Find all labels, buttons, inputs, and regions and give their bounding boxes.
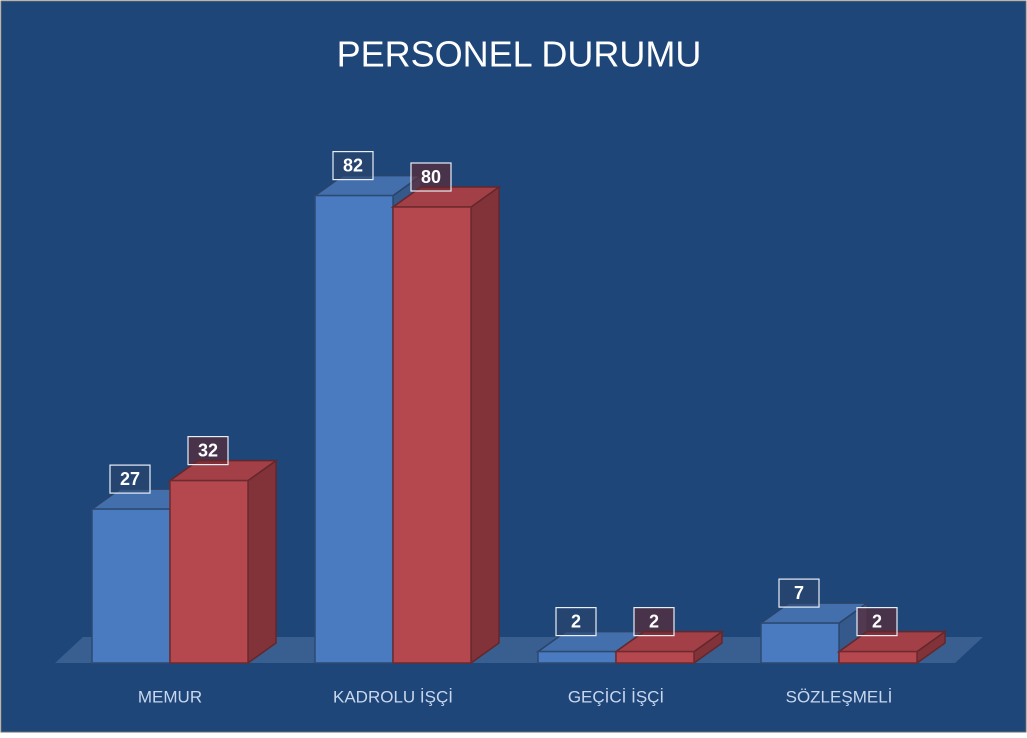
data-label-box bbox=[555, 606, 597, 637]
bar-side bbox=[470, 185, 500, 665]
bar bbox=[760, 622, 840, 664]
bar bbox=[314, 194, 394, 664]
data-label: 80 bbox=[421, 167, 441, 187]
data-label: 82 bbox=[343, 155, 363, 175]
bar bbox=[169, 479, 249, 664]
bar bbox=[838, 650, 918, 664]
x-tick-label: GEÇİCİ İŞÇİ bbox=[568, 687, 664, 706]
data-label-box bbox=[109, 464, 151, 494]
data-label: 2 bbox=[571, 611, 581, 631]
bar bbox=[91, 508, 171, 664]
data-label: 27 bbox=[120, 469, 140, 489]
bar bbox=[392, 206, 472, 664]
data-label: 2 bbox=[872, 611, 882, 631]
chart-title: PERSONEL DURUMU bbox=[337, 34, 702, 75]
data-label-box bbox=[856, 606, 898, 637]
data-label: 7 bbox=[794, 583, 804, 603]
bar bbox=[537, 650, 617, 664]
data-label-box bbox=[410, 162, 452, 192]
floor bbox=[55, 637, 983, 663]
x-tick-label: SÖZLEŞMELİ bbox=[786, 687, 893, 706]
data-label: 32 bbox=[198, 440, 218, 460]
data-label: 2 bbox=[649, 611, 659, 631]
data-label-box bbox=[187, 436, 229, 466]
bar-side bbox=[247, 459, 277, 665]
bar bbox=[615, 650, 695, 664]
data-label-box bbox=[633, 606, 675, 637]
x-tick-label: MEMUR bbox=[138, 687, 202, 706]
x-tick-label: KADROLU İŞÇİ bbox=[333, 687, 453, 706]
data-label-box bbox=[778, 578, 820, 608]
data-label-box bbox=[332, 151, 374, 181]
